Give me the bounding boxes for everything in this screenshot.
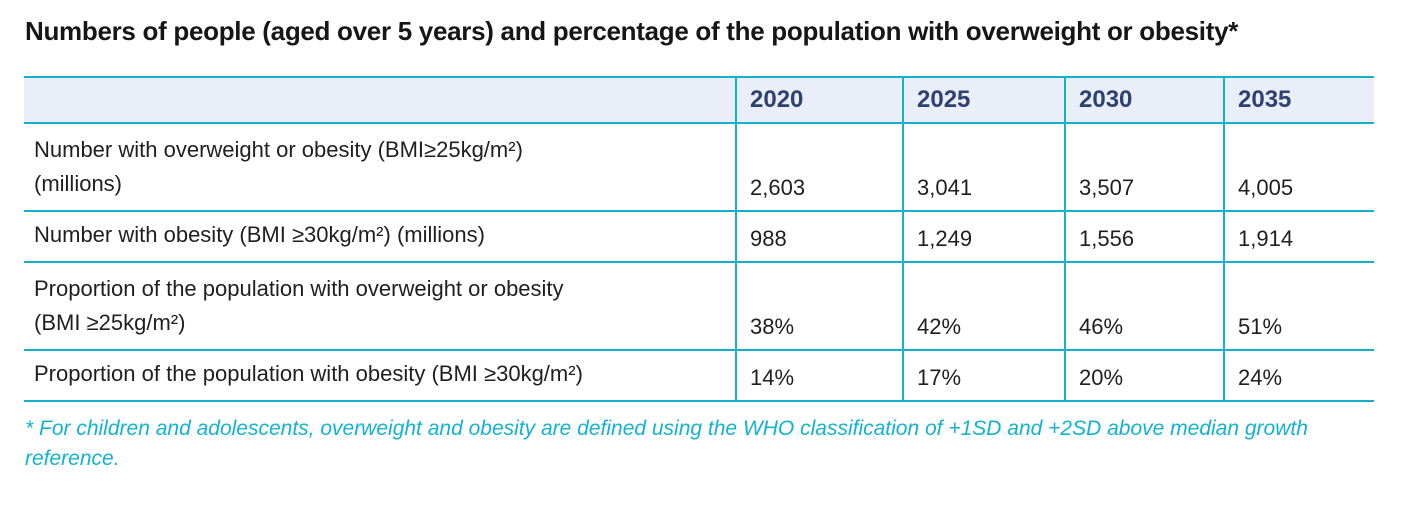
cell-value: 46% — [1064, 262, 1224, 351]
cell-value: 4,005 — [1223, 123, 1374, 211]
cell-value: 38% — [735, 262, 903, 351]
table-row: Proportion of the population with obesit… — [24, 350, 1374, 402]
row-label-overweight-number: Number with overweight or obesity (BMI≥2… — [34, 136, 523, 196]
column-header-2030: 2030 — [1064, 77, 1224, 123]
row-label-obesity-proportion: Proportion of the population with obesit… — [34, 361, 583, 387]
table-row: Number with obesity (BMI ≥30kg/m²) (mill… — [24, 211, 1374, 263]
table-row: Number with overweight or obesity (BMI≥2… — [24, 123, 1374, 211]
footnote: * For children and adolescents, overweig… — [25, 417, 1308, 471]
row-label-overweight-proportion: Proportion of the population with overwe… — [34, 275, 564, 335]
page-title: Numbers of people (aged over 5 years) an… — [25, 16, 1239, 46]
cell-value: 51% — [1223, 262, 1374, 351]
cell-value: 24% — [1223, 350, 1374, 402]
table-header-row: 2020 2025 2030 2035 — [24, 77, 1374, 123]
cell-value: 42% — [902, 262, 1065, 351]
table-row: Proportion of the population with overwe… — [24, 262, 1374, 351]
column-header-2020: 2020 — [735, 77, 903, 123]
cell-value: 14% — [735, 350, 903, 402]
column-header-2025: 2025 — [902, 77, 1065, 123]
cell-value: 988 — [735, 211, 903, 263]
corner-cell — [24, 77, 736, 123]
cell-value: 2,603 — [735, 123, 903, 211]
column-header-2035: 2035 — [1223, 77, 1374, 123]
cell-value: 3,041 — [902, 123, 1065, 211]
cell-value: 1,914 — [1223, 211, 1374, 263]
cell-value: 17% — [902, 350, 1065, 402]
row-label-obesity-number: Number with obesity (BMI ≥30kg/m²) (mill… — [34, 222, 485, 247]
cell-value: 3,507 — [1064, 123, 1224, 211]
obesity-projection-table: 2020 2025 2030 2035 Number with overweig… — [24, 76, 1374, 402]
cell-value: 20% — [1064, 350, 1224, 402]
cell-value: 1,556 — [1064, 211, 1224, 263]
cell-value: 1,249 — [902, 211, 1065, 263]
